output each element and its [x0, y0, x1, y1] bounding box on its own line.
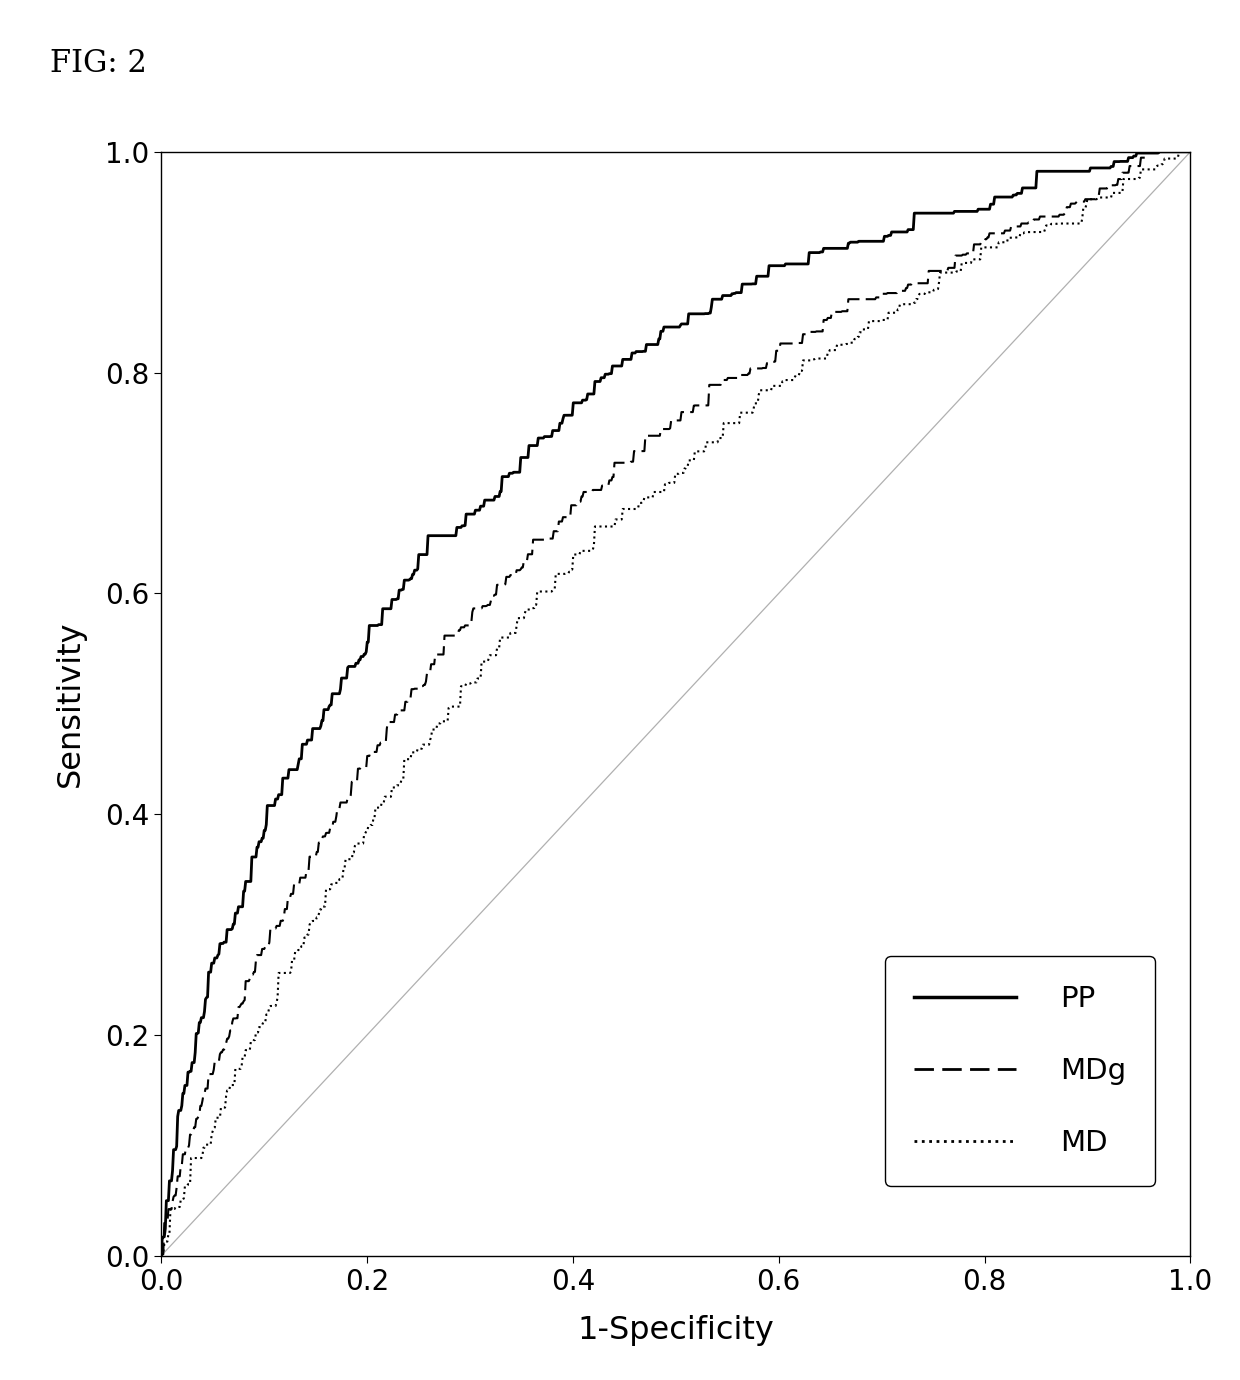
- Text: FIG: 2: FIG: 2: [50, 48, 146, 79]
- Legend: PP, MDg, MD: PP, MDg, MD: [885, 956, 1156, 1185]
- Y-axis label: Sensitivity: Sensitivity: [55, 621, 86, 787]
- X-axis label: 1-Specificity: 1-Specificity: [578, 1315, 774, 1346]
